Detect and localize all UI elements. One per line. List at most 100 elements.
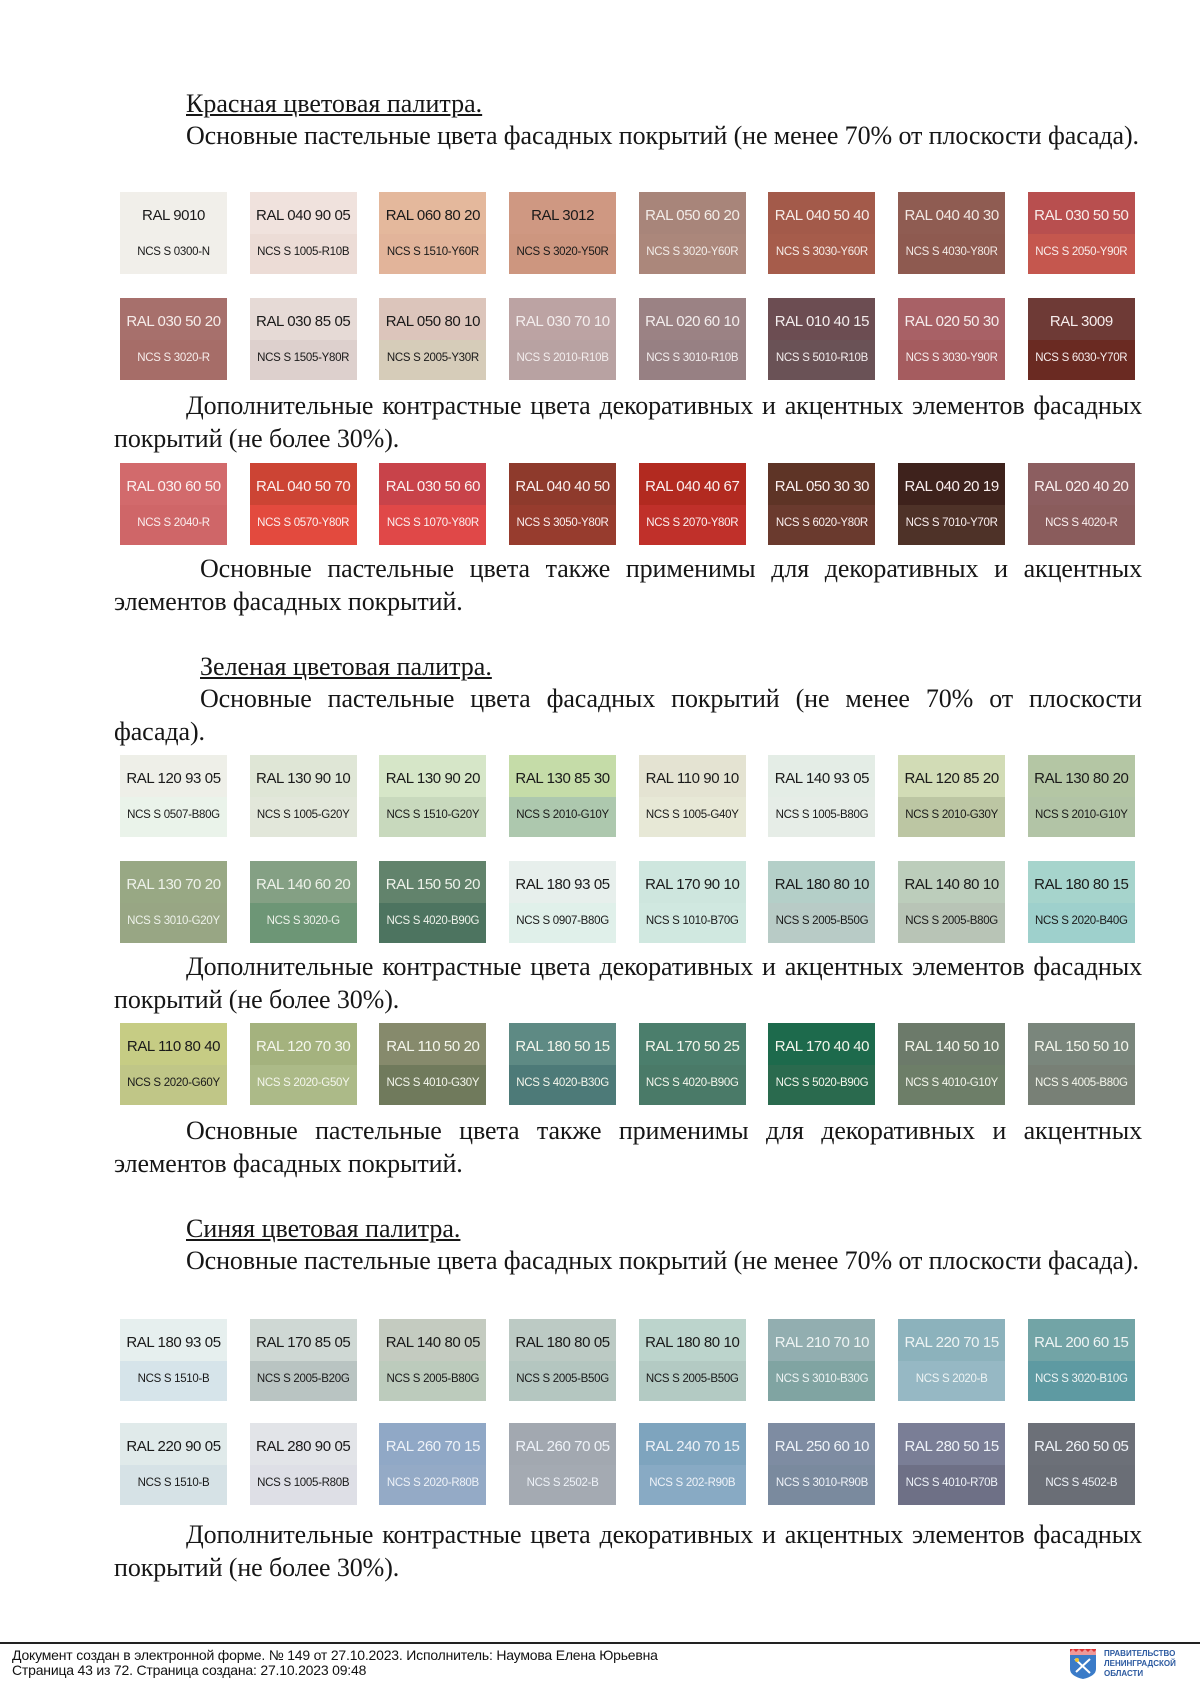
ral-code: RAL 180 80 10 [645, 1334, 740, 1351]
color-swatch: RAL 9010 NCS S 0300-N [120, 192, 227, 274]
ral-code: RAL 150 50 10 [1034, 1038, 1129, 1055]
swatch-bottom-fill [638, 797, 746, 837]
ncs-code: NCS S 3010-R10B [646, 352, 739, 364]
swatch-top-fill [898, 463, 1006, 505]
swatch-bottom-fill [120, 903, 227, 943]
swatch-top-fill [768, 463, 876, 505]
swatch-bottom-fill [768, 234, 876, 274]
color-swatch: RAL 030 50 50 NCS S 2050-Y90R [1027, 192, 1135, 274]
color-swatch: RAL 030 85 05 NCS S 1505-Y80R [249, 298, 357, 380]
swatch-bottom-fill [120, 505, 227, 545]
ncs-code: NCS S 1005-R80B [257, 1477, 350, 1489]
swatch-bottom-fill [379, 797, 487, 837]
color-swatch: RAL 260 70 05 NCS S 2502-B [509, 1423, 617, 1505]
ncs-code: NCS S 3010-B30G [775, 1373, 869, 1385]
ral-code: RAL 050 80 10 [385, 313, 481, 330]
swatch-bottom-fill [1027, 1465, 1135, 1505]
swatch-bottom-fill [898, 1465, 1006, 1505]
color-swatch: RAL 180 80 10 NCS S 2005-B50G [768, 861, 876, 943]
ncs-code: NCS S 2050-Y90R [1035, 246, 1128, 258]
swatch-top-fill [768, 192, 876, 234]
ral-code: RAL 140 60 20 [256, 876, 351, 893]
color-swatch: RAL 130 90 20 NCS S 1510-G20Y [379, 755, 487, 837]
ral-code: RAL 040 40 30 [904, 207, 999, 224]
ral-code: RAL 030 70 10 [515, 313, 610, 330]
ral-code: RAL 220 90 05 [126, 1438, 221, 1455]
swatch-top-fill [1027, 1319, 1135, 1361]
swatch-top-fill [379, 1023, 487, 1065]
swatch-top-fill [379, 192, 487, 234]
swatch-top-fill [1027, 298, 1135, 340]
ral-code: RAL 180 93 05 [515, 876, 610, 893]
swatch-top-fill [509, 755, 617, 797]
ral-code: RAL 040 50 70 [256, 478, 351, 495]
ncs-code: NCS S 5010-R10B [775, 352, 868, 364]
swatch-bottom-fill [638, 1465, 746, 1505]
swatch-top-fill [1027, 755, 1135, 797]
ncs-code: NCS S 3020-G [266, 915, 340, 927]
ral-code: RAL 110 50 20 [386, 1038, 480, 1055]
ral-code: RAL 170 85 05 [256, 1334, 351, 1351]
ral-code: RAL 030 85 05 [256, 313, 351, 330]
ral-code: RAL 180 80 10 [774, 876, 870, 893]
ncs-code: NCS S 4020-B90G [645, 1077, 739, 1089]
ral-code: RAL 180 50 15 [515, 1038, 610, 1055]
swatch-top-fill [898, 1319, 1006, 1361]
color-swatch: RAL 140 80 10 NCS S 2005-B80G [898, 861, 1006, 943]
ral-code: RAL 050 30 30 [774, 478, 870, 495]
ncs-code: NCS S 7010-Y70R [905, 517, 998, 529]
swatch-top-fill [768, 298, 876, 340]
swatch-bottom-fill [638, 340, 746, 380]
swatch-bottom-fill [509, 505, 617, 545]
swatch-top-fill [509, 1023, 617, 1065]
swatch-top-fill [638, 1319, 746, 1361]
swatch-bottom-fill [379, 505, 487, 545]
ncs-code: NCS S 3030-Y90R [905, 352, 998, 364]
ral-code: RAL 260 70 05 [515, 1438, 610, 1455]
logo-caption: ПРАВИТЕЛЬСТВО ЛЕНИНГРАДСКОЙ ОБЛАСТИ [1104, 1649, 1176, 1678]
ral-code: RAL 280 50 15 [904, 1438, 999, 1455]
ncs-code: NCS S 4005-B80G [1034, 1077, 1128, 1089]
swatch-bottom-fill [898, 340, 1006, 380]
color-swatch: RAL 180 93 05 NCS S 0907-B80G [509, 861, 617, 943]
ncs-code: NCS S 1005-G20Y [256, 809, 350, 821]
swatch-top-fill [768, 1319, 876, 1361]
ncs-code: NCS S 2040-R [137, 517, 210, 529]
color-swatch: RAL 140 80 05 NCS S 2005-B80G [379, 1319, 487, 1401]
swatch-bottom-fill [249, 1361, 357, 1401]
color-swatch: RAL 030 50 20 NCS S 3020-R [120, 298, 227, 380]
color-swatch: RAL 170 50 25 NCS S 4020-B90G [638, 1023, 746, 1105]
ncs-code: NCS S 2005-Y30R [386, 352, 479, 364]
color-swatch: RAL 180 80 15 NCS S 2020-B40G [1027, 861, 1135, 943]
color-swatch: RAL 050 30 30 NCS S 6020-Y80R [768, 463, 876, 545]
swatch-top-fill [249, 1023, 357, 1065]
ncs-code: NCS S 1005-R10B [257, 246, 350, 258]
ral-code: RAL 260 50 05 [1034, 1438, 1129, 1455]
swatch-top-fill [120, 1023, 227, 1065]
swatch-bottom-fill [249, 505, 357, 545]
color-swatch: RAL 3012 NCS S 3020-Y50R [509, 192, 617, 274]
ncs-code: NCS S 2005-B50G [645, 1373, 739, 1385]
ncs-code: NCS S 4010-G30Y [386, 1077, 480, 1089]
swatch-bottom-fill [120, 1361, 227, 1401]
color-swatch: RAL 060 80 20 NCS S 1510-Y60R [379, 192, 487, 274]
red-note-text: Основные пастельные цвета также применим… [114, 554, 1142, 616]
swatch-top-fill [509, 861, 617, 903]
swatch-bottom-fill [509, 797, 617, 837]
ral-code: RAL 140 93 05 [774, 770, 870, 787]
swatch-top-fill [768, 755, 876, 797]
ral-code: RAL 140 50 10 [904, 1038, 999, 1055]
swatch-bottom-fill [768, 903, 876, 943]
swatch-bottom-fill [379, 340, 487, 380]
swatch-bottom-fill [768, 1065, 876, 1105]
ncs-code: NCS S 4020-B30G [516, 1077, 609, 1089]
color-swatch: RAL 130 90 10 NCS S 1005-G20Y [249, 755, 357, 837]
color-swatch: RAL 110 90 10 NCS S 1005-G40Y [638, 755, 746, 837]
ral-code: RAL 030 60 50 [126, 478, 221, 495]
swatch-bottom-fill [768, 505, 876, 545]
color-swatch: RAL 180 50 15 NCS S 4020-B30G [509, 1023, 617, 1105]
color-swatch: RAL 050 60 20 NCS S 3020-Y60R [638, 192, 746, 274]
ral-code: RAL 020 50 30 [904, 313, 999, 330]
swatch-top-fill [379, 298, 487, 340]
swatch-top-fill [249, 861, 357, 903]
